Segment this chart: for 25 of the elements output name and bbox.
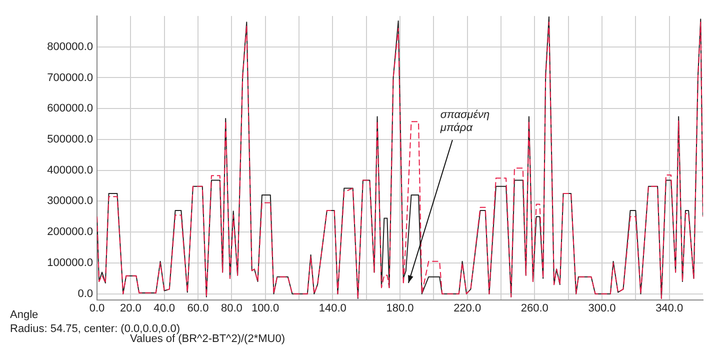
x-tick-label: 300.0 — [588, 302, 616, 315]
x-tick-label: 20.0 — [120, 302, 142, 315]
x-tick-label: 340.0 — [656, 302, 684, 315]
y-tick-label: 600000.0 — [47, 102, 93, 115]
x-tick-label: 180.0 — [386, 302, 414, 315]
y-tick-label: 700000.0 — [47, 72, 93, 84]
y-tick-label: 100000.0 — [47, 256, 93, 269]
text: Radius: 54.75, center: (0.0,0.0,0.0) — [10, 323, 180, 335]
y-tick-label: 400000.0 — [47, 164, 93, 176]
y-tick-label: 500000.0 — [47, 134, 93, 146]
x-axis-title: Values of (BR^2-BT^2)/(2*MU0) — [130, 333, 285, 345]
annotation: σπασμένη μπάρα — [439, 109, 490, 134]
x-tick-label: 80.0 — [220, 302, 242, 315]
y-tick-label: 200000.0 — [47, 226, 93, 238]
x-tick-label: 100.0 — [252, 302, 280, 315]
y-tick-label: 0.0 — [78, 288, 93, 300]
x-tick-label: 60.0 — [187, 302, 209, 315]
x-tick-label: 40.0 — [154, 302, 176, 315]
y-tick-label: 300000.0 — [47, 195, 93, 208]
x-tick-label: 0.0 — [89, 302, 105, 315]
x-tick-label: 220.0 — [454, 302, 482, 315]
x-tick-label: 140.0 — [318, 302, 346, 315]
y-tick-label: 800000.0 — [47, 40, 93, 53]
text: Angle — [10, 309, 38, 321]
x-tick-label: 260.0 — [520, 302, 548, 315]
